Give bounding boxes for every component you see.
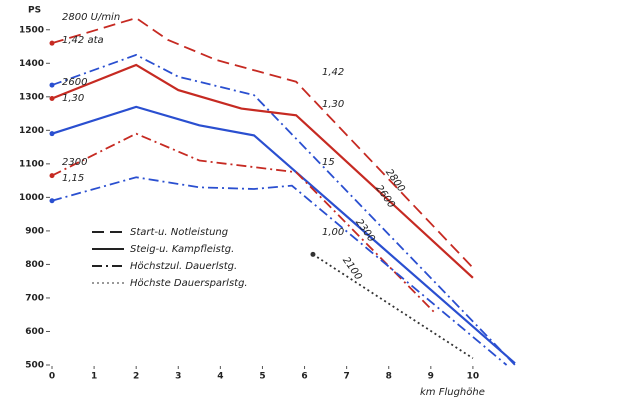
annotation: 2300 [62, 157, 87, 168]
y-tick-label: 700 [25, 293, 44, 303]
x-tick-label: 2 [133, 372, 139, 382]
annotation: 1,42 ata [62, 35, 104, 46]
y-tick-label: 600 [25, 327, 44, 337]
x-tick-label: 1 [91, 372, 97, 382]
y-tick-label: 1100 [19, 159, 44, 169]
annotation: 2800 U/min [62, 12, 120, 23]
annotation: 1,42 [322, 67, 344, 78]
annotation: 2600 [62, 77, 87, 88]
x-tick-label: 6 [301, 372, 307, 382]
x-tick-label: 0 [49, 372, 55, 382]
point [49, 82, 55, 88]
series-line [51, 17, 474, 269]
x-tick-label: 5 [259, 372, 265, 382]
point [49, 173, 55, 179]
point [310, 251, 316, 257]
series-line [51, 132, 436, 314]
y-tick-label: 500 [25, 361, 44, 371]
y-tick-label: 1200 [19, 126, 44, 136]
x-tick-label: 8 [386, 372, 392, 382]
annotation: 1,30 [62, 93, 84, 104]
point [49, 131, 55, 137]
annotation: 1,30 [322, 99, 344, 110]
legend-label: Steig-u. Kampfleistg. [130, 244, 234, 255]
y-axis-label: PS [28, 6, 41, 16]
x-tick-label: 9 [428, 372, 434, 382]
annotation: 1,15 [62, 173, 84, 184]
x-tick-label: 3 [175, 372, 181, 382]
y-tick-label: 1500 [19, 25, 44, 35]
x-tick-label: 7 [344, 372, 350, 382]
annotation: 2100 [340, 255, 364, 282]
annotation: 15 [322, 157, 335, 168]
legend-label: Höchste Dauersparlstg. [130, 278, 248, 289]
x-tick-label: 4 [217, 372, 223, 382]
y-tick-label: 1400 [19, 59, 44, 69]
series-line [51, 63, 474, 279]
point [49, 198, 55, 204]
y-tick-label: 1000 [19, 193, 44, 203]
series-line [51, 105, 516, 365]
series-line [51, 53, 516, 366]
legend-label: Start-u. Notleistung [130, 227, 228, 238]
y-tick-label: 1300 [19, 92, 44, 102]
series-line [312, 253, 474, 360]
annotation: 1,00 [322, 227, 344, 238]
point [49, 95, 55, 101]
x-axis-label: km Flughöhe [420, 387, 485, 398]
x-tick-label: 10 [467, 372, 480, 382]
y-tick-label: 900 [25, 226, 44, 236]
point [49, 40, 55, 46]
legend-label: Höchstzul. Dauerlstg. [130, 261, 237, 272]
y-tick-label: 800 [25, 260, 44, 270]
